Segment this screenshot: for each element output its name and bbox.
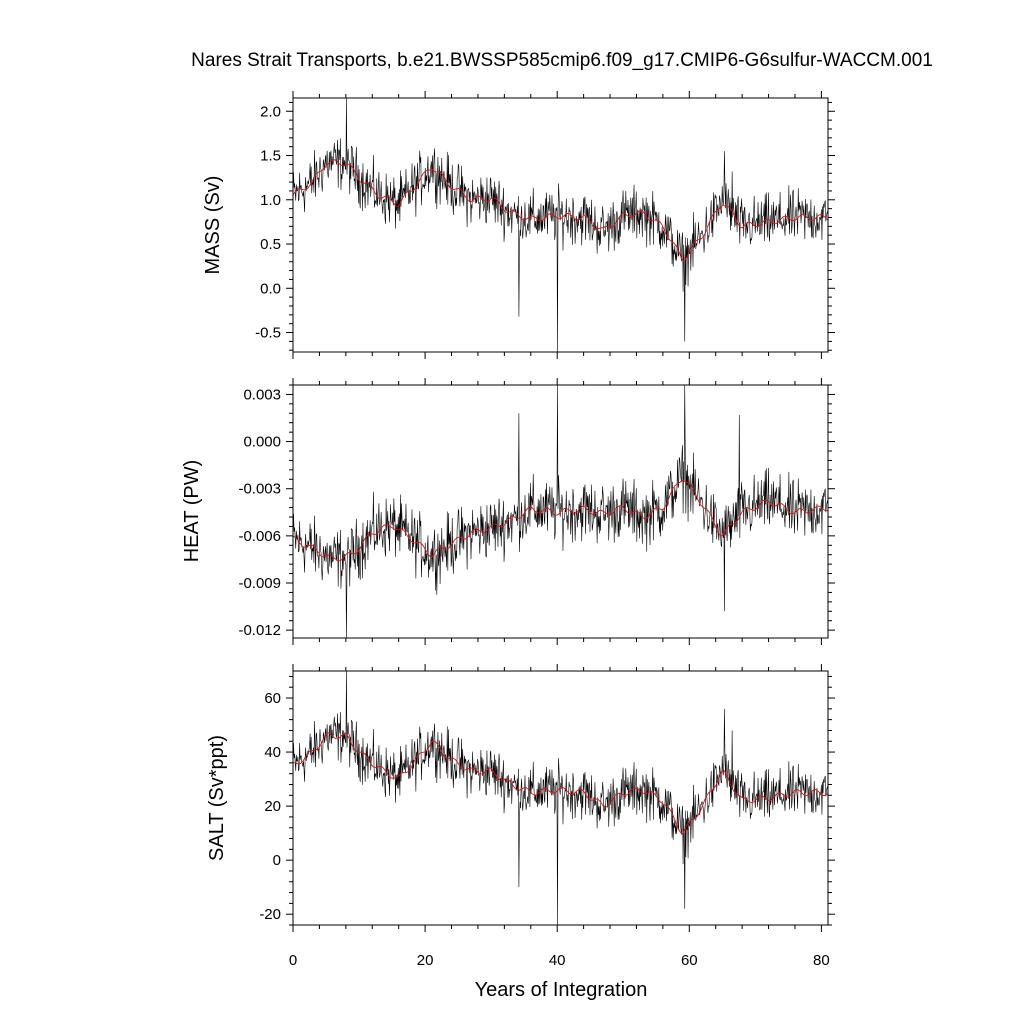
salt-panel: 60 40 20 0 -20 SALT (Sv*ppt)	[206, 664, 835, 932]
y-tick-label: 0.0	[260, 280, 281, 297]
y-tick-label: 2.0	[260, 103, 281, 120]
heat-y-axis-label: HEAT (PW)	[181, 460, 203, 563]
raw-series-line	[292, 384, 829, 639]
y-tick-label: 60	[264, 690, 281, 707]
x-tick-label: 80	[813, 952, 830, 969]
x-tick-label: 20	[417, 952, 434, 969]
y-tick-label: -20	[259, 906, 281, 923]
y-tick-label: -0.012	[238, 622, 281, 639]
y-tick-label: 40	[264, 744, 281, 761]
y-tick-label: 0.003	[243, 386, 281, 403]
y-tick-label: -0.006	[238, 528, 281, 545]
x-axis-label: Years of Integration	[475, 979, 648, 1001]
y-tick-label: 0.5	[260, 236, 281, 253]
y-tick-label: 1.0	[260, 192, 281, 209]
smoothed-series-line	[292, 732, 829, 835]
salt-y-axis-label: SALT (Sv*ppt)	[206, 735, 228, 861]
smoothed-series-line	[292, 479, 829, 562]
x-tick-label: 60	[681, 952, 698, 969]
y-tick-label: -0.5	[255, 325, 281, 342]
heat-panel: 0.003 0.000 -0.003 -0.006 -0.009 -0.012 HEAT …	[181, 378, 835, 645]
plot-frame	[292, 384, 829, 639]
y-tick-label: -0.009	[238, 575, 281, 592]
y-tick-label: 0.000	[243, 434, 281, 451]
mass-y-axis-label: MASS (Sv)	[202, 176, 224, 275]
plot-frame	[292, 97, 829, 353]
y-tick-label: -0.003	[238, 481, 281, 498]
mass-panel: 2.0 1.5 1.0 0.5 0.0 -0.5 MASS (Sv)	[202, 91, 835, 359]
y-tick-label: 1.5	[260, 148, 281, 165]
raw-series-line	[292, 97, 829, 353]
x-tick-label: 40	[549, 952, 566, 969]
x-tick-label: 0	[289, 952, 297, 969]
smoothed-series-line	[292, 159, 829, 262]
chart-title: Nares Strait Transports, b.e21.BWSSP585c…	[191, 50, 933, 71]
raw-series-line	[292, 670, 829, 926]
y-tick-label: 0	[273, 852, 281, 869]
x-axis-tick-labels: 0 20 40 60 80	[289, 952, 830, 969]
plot-frame	[292, 670, 829, 926]
y-tick-label: 20	[264, 798, 281, 815]
